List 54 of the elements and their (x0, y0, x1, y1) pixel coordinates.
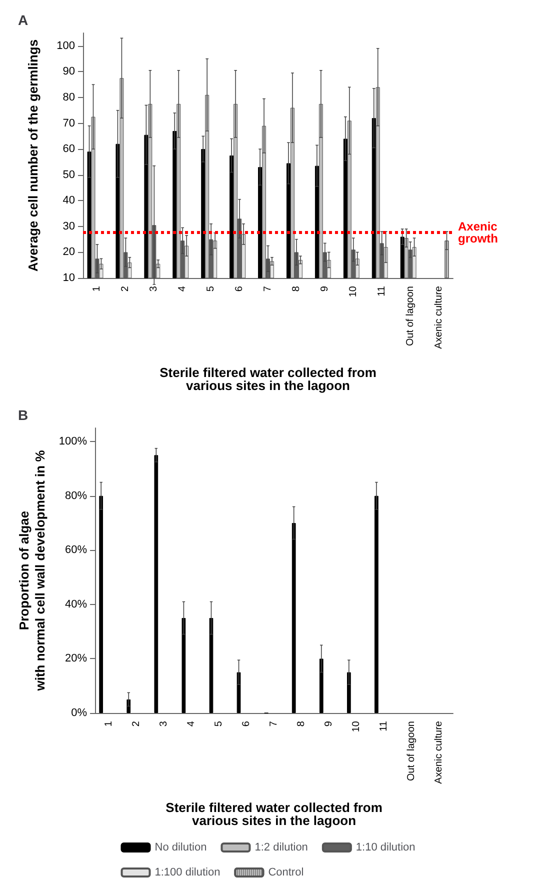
y-tick-label: 10 (62, 272, 75, 284)
x-tick-label: 3 (148, 286, 160, 292)
x-axis-title: Sterile filtered water collected from various sites in the lagoon (166, 800, 382, 828)
x-tick-label: Out of lagoon (406, 721, 418, 782)
x-tick-label: 11 (376, 286, 388, 296)
x-tick-label: 9 (319, 286, 330, 292)
legend-label: No dilution (154, 842, 207, 854)
y-tick-label: 0% (71, 707, 88, 719)
y-tick-label: 100 (56, 40, 75, 52)
y-tick-label: 70 (62, 117, 75, 130)
x-tick-label: 1 (92, 286, 103, 292)
y-tick-label: 100% (58, 436, 88, 448)
legend-label: 1:2 dilution (254, 842, 308, 854)
x-tick-label: 3 (158, 720, 170, 727)
x-tick-label: 10 (348, 286, 359, 298)
x-tick-label: 1 (103, 720, 114, 727)
y-tick-label: 80 (62, 91, 75, 104)
x-tick-label: 10 (351, 720, 362, 732)
x-tick-label: 2 (130, 720, 142, 727)
x-tick-label: 5 (213, 720, 224, 727)
legend-label: 1:10 dilution (356, 842, 416, 854)
x-tick-label: 5 (206, 286, 217, 292)
x-tick-label: Out of lagoon (404, 286, 416, 346)
x-tick-label: 6 (234, 286, 246, 292)
y-tick-label: 30 (62, 220, 75, 232)
legend-label: Control (268, 866, 304, 878)
x-tick-label: 8 (296, 720, 308, 727)
x-tick-label: 11 (378, 720, 390, 732)
y-tick-label: 50 (62, 168, 75, 181)
x-tick-label: Axenic culture (434, 720, 445, 784)
x-tick-label: 4 (186, 720, 197, 727)
y-tick-label: 40% (65, 598, 88, 610)
legend-label: 1:100 dilution (154, 866, 220, 878)
x-tick-label: 4 (177, 286, 188, 292)
x-tick-label: 2 (120, 286, 132, 292)
x-tick-label: 8 (290, 286, 302, 292)
x-axis-title: Sterile filtered water collected from various sites in the lagoon (160, 365, 376, 393)
x-tick-label: 7 (268, 720, 280, 727)
x-tick-label: 7 (262, 286, 274, 292)
x-tick-label: Axenic culture (433, 286, 444, 349)
y-tick-label: 40 (62, 194, 75, 207)
y-tick-label: 80% (65, 490, 88, 502)
y-tick-label: 20 (62, 246, 75, 258)
chart-title: A (18, 12, 28, 28)
ref-line-label: Axenic growth (458, 219, 501, 246)
y-tick-label: 60% (65, 544, 88, 556)
y-tick-label: 90 (62, 66, 75, 78)
x-tick-label: 6 (240, 720, 252, 727)
y-tick-label: 20% (65, 652, 88, 665)
chart-title: B (18, 407, 28, 423)
x-tick-label: 9 (324, 720, 335, 727)
y-tick-label: 60 (62, 143, 75, 156)
y-axis-title: Average cell number of the germlings (26, 39, 40, 272)
y-axis-title: Proportion of algae with normal cell wall development in % (16, 450, 48, 692)
